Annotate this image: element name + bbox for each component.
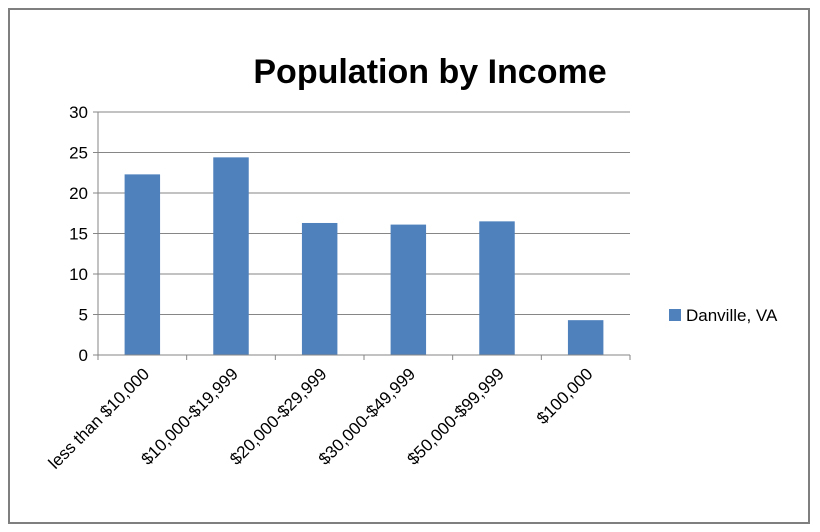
bar [479,221,515,355]
y-tick-label: 30 [69,103,88,122]
x-tick-label: $30,000-$49,999 [315,364,419,468]
chart-frame: Population by Income 0 5 10 15 20 25 30 less t… [8,8,810,524]
x-tick-label: less than $10,000 [45,364,153,472]
legend-swatch [669,309,681,321]
bar [124,174,161,355]
x-tick-label: $10,000-$19,999 [137,364,241,468]
y-axis-ticks: 0 5 10 15 20 25 30 [69,103,98,365]
bars [124,157,604,355]
y-tick-label: 5 [79,306,88,325]
bar [213,157,249,355]
x-tick-label: $20,000-$29,999 [226,364,330,468]
legend-label: Danville, VA [686,306,778,325]
bar-chart: Population by Income 0 5 10 15 20 25 30 less t… [45,53,778,473]
y-tick-label: 10 [69,265,88,284]
x-axis-ticks: less than $10,000$10,000-$19,999$20,000-… [45,355,631,473]
bar [390,224,427,355]
y-tick-label: 0 [79,346,88,365]
gridlines [98,111,630,315]
chart-title: Population by Income [253,53,606,91]
y-tick-label: 15 [69,225,88,244]
legend: Danville, VA [669,306,778,325]
bar [567,320,604,355]
y-tick-label: 20 [69,184,88,203]
x-tick-label: $100,000 [533,364,597,428]
y-tick-label: 25 [69,144,88,163]
bar [301,222,338,355]
x-tick-label: $50,000-$99,999 [403,364,507,468]
